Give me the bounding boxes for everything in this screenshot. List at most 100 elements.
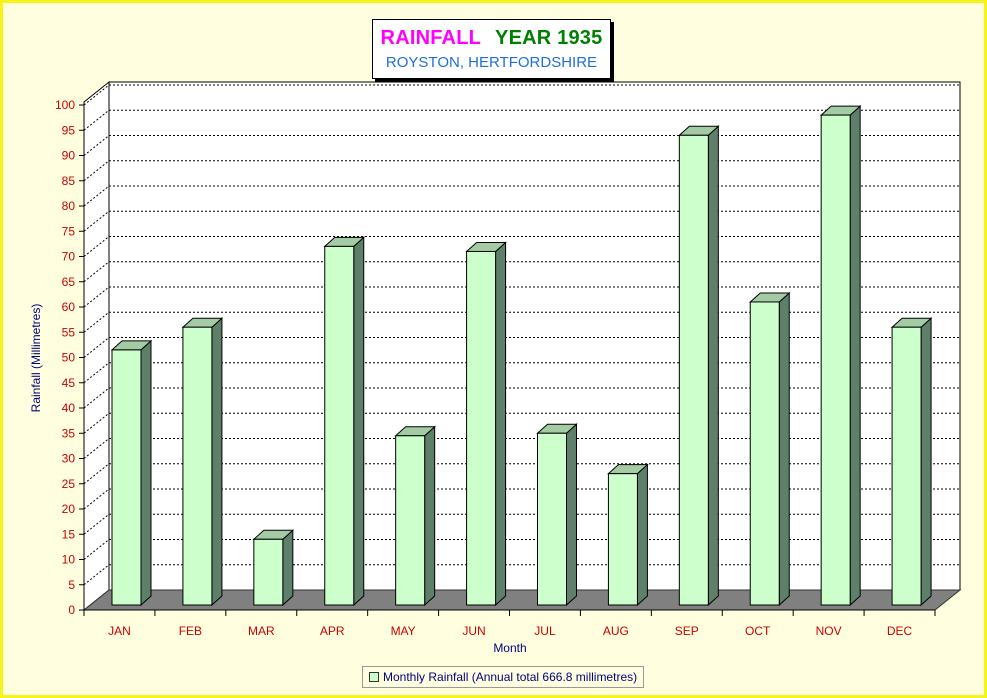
x-tick-label: JUN xyxy=(462,624,485,638)
bar-may xyxy=(394,425,436,607)
gridline-diagonal xyxy=(83,412,110,434)
chart-title: RAINFALL YEAR 1935 xyxy=(373,27,610,50)
x-tick-label: MAY xyxy=(391,624,416,638)
gridline-diagonal xyxy=(83,210,110,232)
x-tick-label: FEB xyxy=(179,624,202,638)
y-tick-label: 40 xyxy=(62,401,76,415)
chart-gridlines xyxy=(83,84,960,586)
bar-front xyxy=(891,326,922,606)
y-axis-title: Rainfall (Millimetres) xyxy=(29,304,43,413)
x-tick-label: NOV xyxy=(816,624,842,638)
bar-front xyxy=(395,435,426,606)
gridline-diagonal xyxy=(83,513,110,535)
bar-feb xyxy=(181,317,224,607)
bar-side xyxy=(211,317,223,607)
y-tick-label: 70 xyxy=(62,250,76,264)
gridline-diagonal xyxy=(83,488,110,510)
bar-front xyxy=(253,538,284,606)
x-tick-label: APR xyxy=(320,624,345,638)
y-tick-label: 5 xyxy=(68,578,75,592)
chart-title-year: YEAR 1935 xyxy=(495,27,603,49)
x-tick-label: OCT xyxy=(745,624,771,638)
bar-nov xyxy=(819,104,862,607)
chart-title-rainfall: RAINFALL xyxy=(380,27,482,49)
gridline-diagonal xyxy=(83,160,110,182)
y-tick-label: 55 xyxy=(62,325,76,339)
legend-label: Monthly Rainfall (Annual total 666.8 mil… xyxy=(383,670,638,684)
y-tick-label: 80 xyxy=(62,199,76,213)
y-tick-label: 65 xyxy=(62,275,76,289)
bar-mar xyxy=(252,529,295,607)
x-axis-ticks: JAN FEB MAR APR MAY JUN JUL AUG SEP OCT NOV DEC xyxy=(83,610,936,638)
x-tick-label: SEP xyxy=(675,624,699,638)
y-tick-label: 10 xyxy=(62,553,76,567)
gridline-diagonal xyxy=(83,236,110,257)
bar-side xyxy=(778,291,790,607)
gridline-diagonal xyxy=(83,109,110,131)
y-tick-label: 15 xyxy=(62,527,76,541)
y-tick-label: 0 xyxy=(68,603,75,617)
x-tick-label: JAN xyxy=(108,624,131,638)
bar-front xyxy=(607,473,638,606)
bar-side xyxy=(707,125,719,607)
bar-side xyxy=(282,529,294,607)
bar-side xyxy=(140,339,152,607)
bar-dec xyxy=(890,317,933,607)
bar-front xyxy=(820,114,851,606)
bar-jan xyxy=(110,339,153,607)
y-axis-ticks: 0 5 10 15 20 25 30 35 40 45 50 55 60 65 70 75 80 85 90 95 10… xyxy=(55,98,84,617)
bar-jun xyxy=(465,241,507,607)
gridline-diagonal xyxy=(83,135,110,156)
gridline-diagonal xyxy=(83,463,110,485)
y-tick-label: 60 xyxy=(62,300,76,314)
gridline-diagonal xyxy=(83,286,110,308)
gridline-diagonal xyxy=(83,84,110,106)
bar-front xyxy=(537,432,567,606)
y-tick-label: 75 xyxy=(62,224,76,238)
y-tick-label: 35 xyxy=(62,426,76,440)
bar-side xyxy=(636,463,648,607)
bar-side xyxy=(495,241,507,607)
bar-side xyxy=(566,423,577,607)
x-tick-label: MAR xyxy=(248,624,275,638)
gridline-diagonal xyxy=(83,564,110,586)
bar-front xyxy=(678,134,709,606)
gridline-diagonal xyxy=(83,337,110,358)
y-tick-label: 25 xyxy=(62,477,76,491)
y-tick-label: 85 xyxy=(62,174,76,188)
x-tick-label: DEC xyxy=(887,624,913,638)
y-tick-label: 20 xyxy=(62,502,76,516)
bar-front xyxy=(182,326,213,606)
bar-front xyxy=(111,349,142,606)
gridline-diagonal xyxy=(83,311,110,333)
x-tick-label: AUG xyxy=(603,624,629,638)
bar-apr xyxy=(323,236,366,607)
bar-side xyxy=(920,317,932,607)
y-tick-label: 90 xyxy=(62,149,76,163)
chart-title-box: RAINFALL YEAR 1935 ROYSTON, HERTFORDSHIRE xyxy=(372,19,611,79)
gridline-diagonal xyxy=(83,261,110,283)
y-tick-label: 30 xyxy=(62,452,76,466)
gridline-diagonal xyxy=(83,539,110,560)
chart-bars xyxy=(110,104,933,607)
y-tick-label: 45 xyxy=(62,376,76,390)
gridline-diagonal xyxy=(83,387,110,409)
bar-aug xyxy=(607,463,649,607)
y-tick-label: 100 xyxy=(55,98,75,112)
chart-legend: Monthly Rainfall (Annual total 666.8 mil… xyxy=(362,666,645,688)
bar-front xyxy=(324,245,355,606)
gridline-diagonal xyxy=(83,185,110,207)
bar-side xyxy=(424,425,436,607)
bar-oct xyxy=(748,291,791,607)
legend-swatch xyxy=(369,672,379,682)
chart-back-wall xyxy=(108,81,961,591)
y-tick-label: 95 xyxy=(62,123,76,137)
bar-jul xyxy=(536,423,578,607)
x-tick-label: JUL xyxy=(534,624,556,638)
x-axis-title: Month xyxy=(493,641,526,655)
bar-sep xyxy=(678,125,720,607)
gridline-diagonal xyxy=(83,438,110,459)
gridline-diagonal xyxy=(83,362,110,384)
bar-side xyxy=(849,104,861,607)
